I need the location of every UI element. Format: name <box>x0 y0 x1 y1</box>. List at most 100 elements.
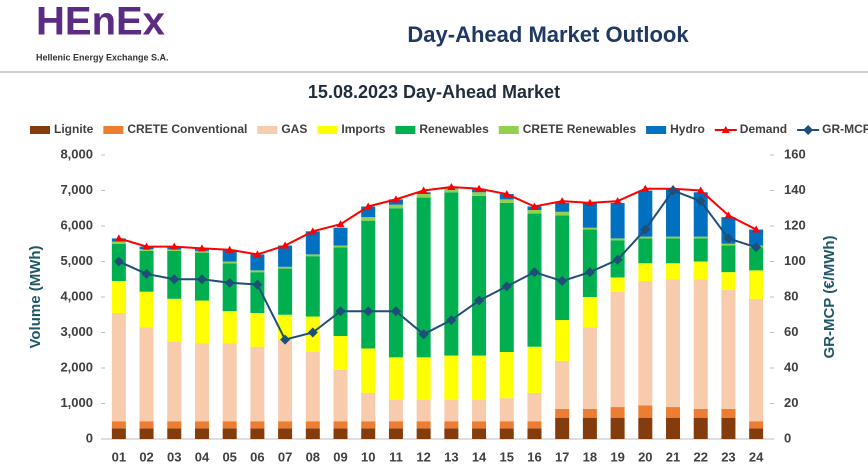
bar-segment <box>361 421 376 429</box>
legend-label: Lignite <box>54 122 94 136</box>
chart-title: 15.08.2023 Day-Ahead Market <box>308 82 560 102</box>
marker <box>141 268 152 279</box>
bar-segment <box>693 261 708 280</box>
bar-segment <box>388 399 403 422</box>
bar-segment <box>666 238 681 264</box>
bar-segment <box>278 266 293 269</box>
line-series <box>118 189 757 341</box>
bar-segment <box>472 428 487 439</box>
x-tick-label: 06 <box>250 449 264 464</box>
bar-segment <box>499 352 514 399</box>
bar-segment <box>721 417 736 439</box>
y-tick-label: 1,000 <box>60 395 93 410</box>
bar-segment <box>388 428 403 439</box>
bar-segment <box>194 343 209 422</box>
bar-segment <box>444 355 459 400</box>
x-tick-label: 15 <box>500 449 514 464</box>
bar-segment <box>167 421 182 429</box>
legend-swatch <box>103 126 124 134</box>
marker <box>390 306 401 317</box>
bar-segment <box>139 291 154 328</box>
bar-segment <box>555 320 570 361</box>
bar-segment <box>361 217 376 221</box>
x-tick-label: 05 <box>222 449 236 464</box>
marker <box>170 242 179 250</box>
bar-segment <box>111 241 126 244</box>
marker <box>364 202 373 210</box>
bar-segment <box>416 197 431 358</box>
bar-segment <box>472 399 487 422</box>
line-series <box>118 185 757 256</box>
legend-swatch <box>646 126 667 134</box>
y-tick-label: 3,000 <box>60 324 93 339</box>
bar-segment <box>749 229 764 246</box>
y-tick-label: 8,000 <box>60 146 93 161</box>
legend-swatch <box>721 126 730 133</box>
bar-segment <box>527 428 542 439</box>
bar-segment <box>472 421 487 429</box>
bar-segment <box>416 421 431 429</box>
bar-segment <box>333 369 348 422</box>
legend-swatch <box>30 126 50 134</box>
x-tick-label: 12 <box>416 449 430 464</box>
bar-segment <box>666 417 681 439</box>
x-tick-label: 04 <box>195 449 210 464</box>
bar-segment <box>721 245 736 273</box>
bar-segment <box>388 421 403 429</box>
bar-segment <box>582 297 597 328</box>
bar-segment <box>610 407 625 418</box>
bar-segment <box>638 236 653 239</box>
legend-label: CRETE Conventional <box>127 122 247 136</box>
bar-segment <box>499 199 514 203</box>
y2-axis-label: GR-MCP (€/MWh) <box>821 235 838 358</box>
bar-segment <box>333 428 348 439</box>
y-tick-label: 7,000 <box>60 182 93 197</box>
bar-segment <box>638 238 653 264</box>
bar-segment <box>638 263 653 282</box>
bar-segment <box>582 227 597 230</box>
bar-segment <box>666 279 681 408</box>
bar-segment <box>388 208 403 358</box>
logo: HEnEx <box>36 0 165 44</box>
x-tick-label: 09 <box>333 449 347 464</box>
marker <box>446 315 457 326</box>
bar-segment <box>194 250 209 253</box>
bar-segment <box>139 421 154 429</box>
bar-segment <box>610 291 625 408</box>
y-tick-label: 4,000 <box>60 288 93 303</box>
bar-segment <box>250 270 265 273</box>
bar-segment <box>693 238 708 262</box>
bar-segment <box>749 270 764 299</box>
marker <box>613 197 622 205</box>
x-tick-label: 14 <box>472 449 487 464</box>
x-tick-label: 18 <box>583 449 597 464</box>
bar-segment <box>582 229 597 297</box>
marker <box>475 184 484 192</box>
marker <box>114 234 123 242</box>
bar-segment <box>638 281 653 406</box>
bar-segment <box>194 428 209 439</box>
bar-segment <box>472 355 487 400</box>
bar-segment <box>749 421 764 429</box>
legend-swatch <box>395 126 416 134</box>
marker <box>197 244 206 252</box>
marker <box>280 334 291 345</box>
marker <box>447 182 456 190</box>
bar-segment <box>555 202 570 212</box>
bar-segment <box>555 408 570 418</box>
x-tick-label: 21 <box>666 449 680 464</box>
bar-segment <box>305 428 320 439</box>
marker <box>529 267 540 278</box>
marker <box>558 197 567 205</box>
bar-segment <box>167 298 182 342</box>
bar-segment <box>250 254 265 271</box>
marker <box>307 327 318 338</box>
marker <box>224 277 235 288</box>
bar-segment <box>444 192 459 356</box>
bar-segment <box>111 281 126 313</box>
bar-segment <box>416 194 431 198</box>
y2-tick-label: 80 <box>784 288 798 303</box>
x-tick-label: 03 <box>167 449 181 464</box>
bar-segment <box>278 339 293 422</box>
bar-segment <box>527 346 542 393</box>
